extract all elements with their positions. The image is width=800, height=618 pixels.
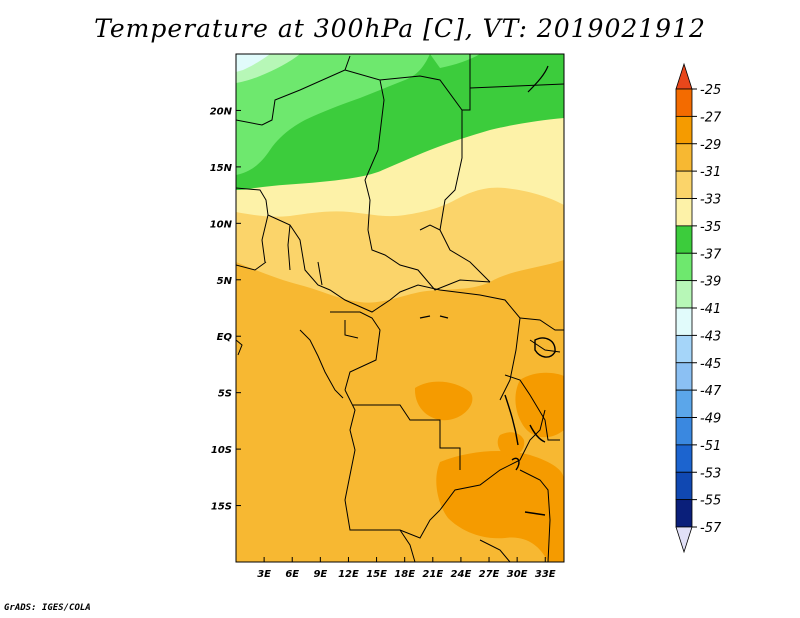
lat-tick-label: EQ (217, 332, 233, 343)
lon-tick-label: 30E (507, 569, 528, 580)
colorbar-label: -37 (700, 247, 722, 262)
colorbar-swatch (675, 280, 693, 309)
lat-tick-label: 20N (210, 106, 233, 117)
colorbar-label: -27 (700, 110, 722, 125)
colorbar-label: -41 (700, 302, 721, 317)
colorbar-swatch (675, 389, 693, 418)
colorbar-swatch (675, 307, 693, 336)
lon-tick-label: 6E (285, 569, 299, 580)
latitude-axis: 20N 15N 10N 5N EQ 5S 10S 15S (210, 106, 241, 513)
map-title: Temperature at 300hPa [C], VT: 201902191… (94, 14, 706, 43)
colorbar-swatch (675, 198, 693, 227)
lon-tick-label: 15E (366, 569, 387, 580)
lat-tick-label: 10N (210, 219, 233, 230)
colorbar-swatch (675, 417, 693, 446)
colorbar-swatch (675, 362, 693, 391)
colorbar-label: -31 (700, 165, 721, 180)
country-boundaries (236, 54, 564, 562)
colorbar-swatch (675, 143, 693, 172)
band-minus-39-north (430, 54, 480, 68)
colorbar: -25 -27 -29 -31 -33 -35 -37 -39 -41 -43 -45 -47 -49 -… (675, 62, 722, 554)
grads-credit: GrADS: IGES/COLA (4, 603, 91, 613)
lon-tick-label: 27E (479, 569, 500, 580)
colorbar-label: -57 (700, 521, 722, 536)
band-minus-29-patch2 (497, 432, 525, 456)
colorbar-bottom-arrow (675, 526, 693, 554)
colorbar-swatch (675, 88, 693, 117)
red-sea-coast (527, 65, 549, 93)
colorbar-label: -29 (700, 138, 721, 153)
temperature-field (236, 54, 564, 562)
band-minus-29-southeast (436, 450, 564, 562)
lakes (419, 315, 556, 516)
lat-tick-label: 15N (210, 163, 233, 174)
colorbar-label: -33 (700, 193, 721, 208)
colorbar-label: -55 (700, 494, 721, 509)
lat-tick-label: 10S (211, 445, 232, 456)
colorbar-swatch (675, 170, 693, 199)
colorbar-label: -39 (700, 275, 721, 290)
lon-tick-label: 21E (422, 569, 443, 580)
colorbar-label: -51 (700, 439, 721, 454)
colorbar-swatch (675, 115, 693, 145)
colorbar-top-arrow (675, 62, 693, 90)
colorbar-label: -53 (700, 466, 721, 481)
colorbar-swatch (675, 225, 693, 254)
lon-tick-label: 18E (394, 569, 415, 580)
lon-tick-label: 3E (257, 569, 271, 580)
colorbar-label: -45 (700, 357, 721, 372)
band-minus-39 (236, 54, 430, 175)
lat-tick-label: 15S (211, 502, 232, 513)
colorbar-swatch (675, 334, 693, 364)
band-minus-43 (236, 54, 270, 72)
band-minus-29-east (515, 372, 564, 438)
colorbar-label: -25 (700, 83, 721, 98)
colorbar-label: -47 (700, 384, 722, 399)
colorbar-label: -43 (700, 329, 721, 344)
longitude-axis: 3E 6E 9E 12E 15E 18E 21E 24E 27E 30E 33E (257, 557, 556, 580)
lon-tick-label: 12E (338, 569, 359, 580)
colorbar-label: -35 (700, 220, 721, 235)
colorbar-swatch (675, 471, 693, 501)
colorbar-label: -49 (700, 412, 721, 427)
lat-tick-label: 5N (217, 276, 233, 287)
colorbar-swatch (675, 499, 693, 528)
lon-tick-label: 33E (535, 569, 556, 580)
lat-tick-label: 5S (218, 389, 232, 400)
band-minus-29-central (414, 381, 473, 421)
plot-frame (235, 53, 565, 563)
colorbar-swatch (675, 252, 693, 282)
lon-tick-label: 24E (451, 569, 472, 580)
colorbar-swatch (675, 444, 693, 473)
lon-tick-label: 9E (313, 569, 327, 580)
